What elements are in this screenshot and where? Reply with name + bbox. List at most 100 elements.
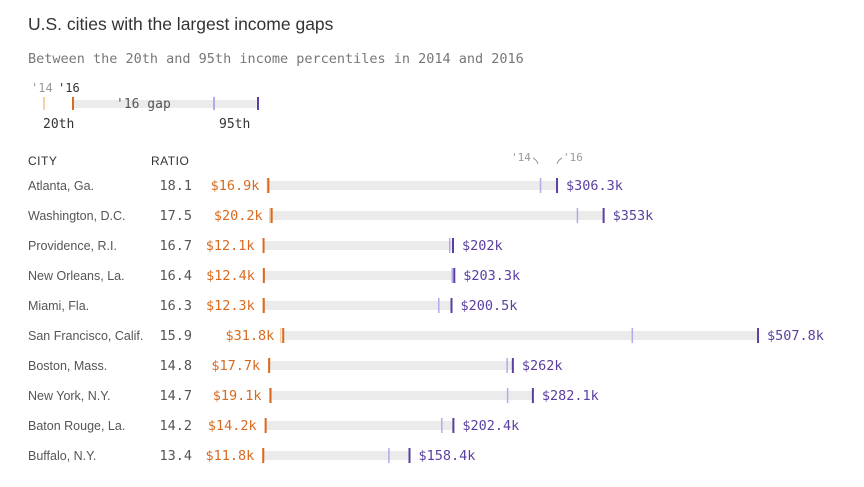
city-label: New York, N.Y.: [28, 389, 110, 403]
legend-gap-label: '16 gap: [116, 97, 171, 112]
city-label: Baton Rouge, La.: [28, 419, 125, 433]
p20-2016-tick: [270, 208, 273, 223]
year-hint-2014: '14: [511, 151, 531, 164]
p95-value-label: $200.5k: [460, 298, 517, 314]
p20-value-label: $20.2k: [214, 208, 263, 224]
p20-2014-tick: [269, 208, 271, 223]
p95-2016-tick: [602, 208, 605, 223]
legend-p20-label: 20th: [43, 117, 74, 132]
year-hint-2016-arrow: [556, 157, 563, 165]
gap-bar: [263, 301, 452, 310]
p20-2014-tick: [279, 328, 282, 343]
city-label: San Francisco, Calif.: [28, 329, 143, 343]
ratio-value: 14.8: [159, 358, 192, 374]
p95-value-label: $507.8k: [767, 328, 824, 344]
p95-value-label: $158.4k: [419, 448, 476, 464]
city-label: New Orleans, La.: [28, 269, 125, 283]
gap-bar: [268, 181, 558, 190]
p95-2014-tick: [388, 448, 390, 463]
gap-bar: [263, 271, 455, 280]
ratio-value: 14.2: [159, 418, 192, 434]
p95-2016-tick: [511, 358, 514, 373]
city-label: Atlanta, Ga.: [28, 179, 94, 193]
p95-2016-tick: [453, 268, 456, 283]
p95-2014-tick: [438, 298, 440, 313]
gap-bar: [265, 421, 454, 430]
ratio-value: 18.1: [159, 178, 192, 194]
gap-bar: [269, 361, 513, 370]
year-hint: '14 '16: [511, 151, 583, 165]
p20-2016-tick: [269, 388, 272, 403]
p20-2016-tick: [262, 238, 265, 253]
column-header-city: CITY: [28, 154, 57, 168]
p95-2014-tick: [506, 358, 508, 373]
legend-p95-2014-tick: [213, 97, 215, 110]
p95-2016-tick: [531, 388, 534, 403]
legend-p95-2016-tick: [257, 97, 259, 110]
gap-bar: [263, 241, 453, 250]
p95-2014-tick: [451, 268, 453, 283]
legend-p20-2016-tick: [72, 97, 74, 110]
p95-2014-tick: [441, 418, 443, 433]
p20-2016-tick: [262, 298, 265, 313]
p20-value-label: $17.7k: [211, 358, 260, 374]
ratio-value: 16.3: [159, 298, 192, 314]
gap-bar: [271, 211, 604, 220]
city-label: Boston, Mass.: [28, 359, 107, 373]
p95-2016-tick: [556, 178, 559, 193]
ratio-value: 17.5: [159, 208, 192, 224]
p20-value-label: $12.1k: [206, 238, 255, 254]
ratio-value: 13.4: [159, 448, 192, 464]
p95-2016-tick: [757, 328, 760, 343]
p20-2016-tick: [282, 328, 285, 343]
p20-value-label: $12.4k: [206, 268, 255, 284]
chart-subtitle: Between the 20th and 95th income percent…: [28, 51, 524, 67]
city-label: Washington, D.C.: [28, 209, 126, 223]
p20-value-label: $31.8k: [225, 328, 274, 344]
p95-value-label: $282.1k: [542, 388, 599, 404]
ratio-value: 16.7: [159, 238, 192, 254]
p20-value-label: $14.2k: [208, 418, 257, 434]
p95-value-label: $203.3k: [463, 268, 520, 284]
p20-2016-tick: [264, 418, 267, 433]
p95-2014-tick: [631, 328, 634, 343]
p20-2016-tick: [267, 178, 270, 193]
p20-value-label: $12.3k: [206, 298, 255, 314]
p20-value-label: $19.1k: [213, 388, 262, 404]
p95-2016-tick: [450, 298, 453, 313]
year-hint-2016: '16: [563, 151, 583, 164]
city-label: Buffalo, N.Y.: [28, 449, 96, 463]
ratio-value: 15.9: [159, 328, 192, 344]
chart-rows: Atlanta, Ga. 18.1 $16.9k $306.3k Washington,…: [28, 178, 824, 464]
p95-value-label: $262k: [522, 358, 563, 374]
p95-2016-tick: [408, 448, 411, 463]
p95-2016-tick: [451, 238, 454, 253]
gap-bar: [283, 331, 759, 340]
p95-value-label: $202k: [462, 238, 503, 254]
year-hint-2014-arrow: [532, 157, 539, 165]
legend-gap-bar: [73, 100, 259, 108]
chart-title: U.S. cities with the largest income gaps: [28, 14, 334, 34]
p95-2014-tick: [576, 208, 579, 223]
p95-2014-tick: [449, 238, 451, 253]
column-header-ratio: RATIO: [151, 154, 189, 168]
p95-value-label: $306.3k: [566, 178, 623, 194]
legend-2014-label: '14: [31, 81, 53, 95]
p20-value-label: $16.9k: [211, 178, 260, 194]
p95-2016-tick: [452, 418, 455, 433]
legend: '14 '16 '16 gap 20th 95th: [31, 81, 259, 132]
p95-value-label: $353k: [613, 208, 654, 224]
p20-2016-tick: [262, 268, 265, 283]
p95-2014-tick: [539, 178, 542, 193]
ratio-value: 16.4: [159, 268, 192, 284]
ratio-value: 14.7: [159, 388, 192, 404]
city-label: Miami, Fla.: [28, 299, 89, 313]
city-label: Providence, R.I.: [28, 239, 117, 253]
p20-2016-tick: [268, 358, 271, 373]
p95-value-label: $202.4k: [462, 418, 519, 434]
legend-p95-label: 95th: [219, 117, 250, 132]
p95-2014-tick: [506, 388, 509, 403]
p20-2016-tick: [262, 448, 265, 463]
legend-p20-2014-tick: [43, 97, 45, 110]
